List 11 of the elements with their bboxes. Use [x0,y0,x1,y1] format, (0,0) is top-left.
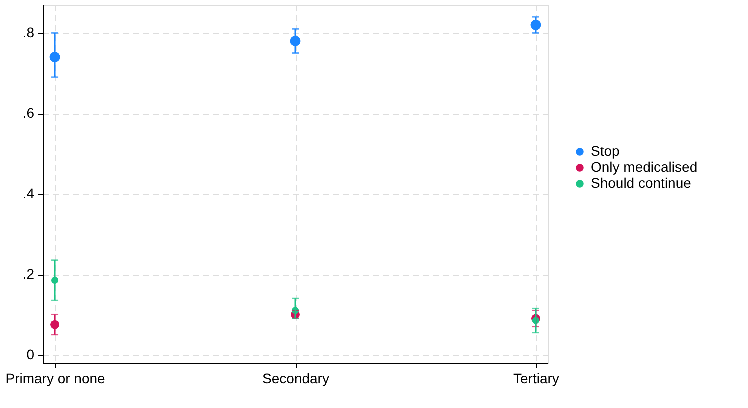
legend-label: Should continue [591,175,692,191]
x-tick-label: Tertiary [514,370,560,386]
y-tick-label: .4 [22,186,35,202]
legend-label: Stop [591,143,620,159]
x-tick-label: Secondary [262,370,330,386]
legend-label: Only medicalised [591,159,698,175]
y-tick-label: 0 [26,346,35,362]
y-tick-label: .2 [22,266,35,282]
x-tick-label: Primary or none [6,370,106,386]
y-tick-label: .6 [22,105,35,122]
y-tick-label: .8 [22,24,35,41]
